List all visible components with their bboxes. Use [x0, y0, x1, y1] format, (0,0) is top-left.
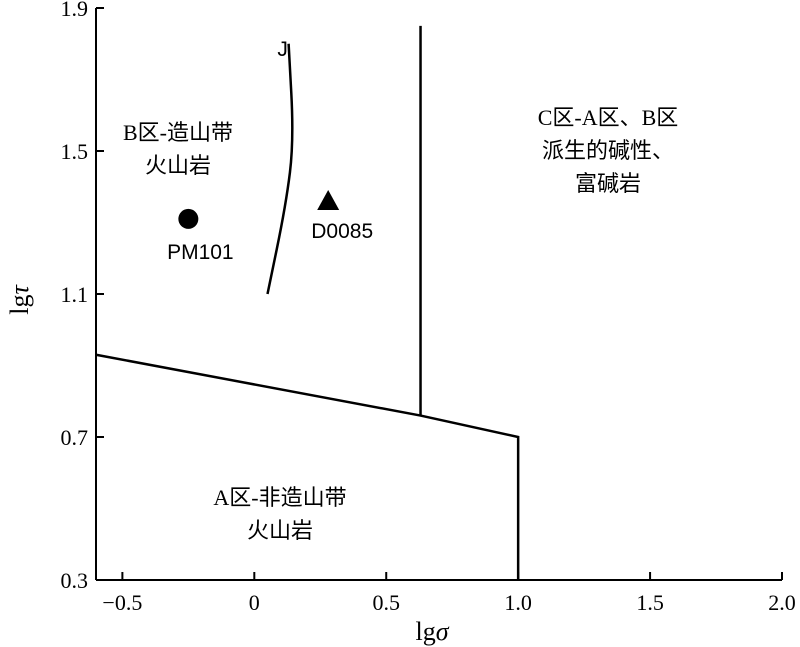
x-tick-label: 1.0 [504, 590, 532, 615]
x-tick-label: −0.5 [102, 590, 142, 615]
region-label-line: 派生的碱性、 [542, 138, 674, 163]
x-tick-label: 0 [249, 590, 260, 615]
y-tick-label: 1.5 [61, 139, 89, 164]
region-label-2: C区-A区、B区派生的碱性、富碱岩 [538, 105, 679, 196]
y-axis-label: lgτ [5, 284, 34, 315]
point-label-pm101: PM101 [167, 241, 234, 264]
y-tick-label: 1.9 [61, 0, 89, 21]
curve-j-label: J [277, 38, 288, 61]
point-pm101 [178, 208, 199, 229]
point-label-d0085: D0085 [311, 220, 373, 243]
point-d0085 [317, 190, 340, 211]
curve-j [266, 43, 294, 295]
x-axis-label: lgσ [415, 617, 449, 646]
x-axis-label-main: lg [415, 617, 435, 646]
region-label-line: 火山岩 [247, 518, 313, 543]
region-label-line: C区-A区、B区 [538, 105, 679, 130]
x-tick-label: 1.5 [636, 590, 664, 615]
y-tick-label: 1.1 [61, 282, 89, 307]
region-label-line: B区-造山带 [123, 120, 233, 145]
boundary-lines: J [95, 25, 520, 580]
region-label-line: 火山岩 [145, 153, 211, 178]
x-tick-label: 0.5 [372, 590, 400, 615]
data-points: PM101 D0085 [167, 190, 373, 264]
region-label-3: A区-非造山带火山岩 [213, 485, 346, 543]
region-label-line: 富碱岩 [575, 171, 641, 196]
boundary-line-1 [95, 353, 520, 580]
region-label-line: A区-非造山带 [213, 485, 346, 510]
y-tick-label: 0.7 [61, 425, 89, 450]
region-label-1: B区-造山带火山岩 [123, 120, 233, 178]
y-tick-label: 0.3 [61, 568, 89, 593]
x-axis-label-symbol: σ [436, 617, 450, 646]
y-axis-label-symbol: τ [5, 284, 34, 295]
y-axis-label-main: lg [5, 295, 34, 315]
x-tick-label: 2.0 [768, 590, 796, 615]
